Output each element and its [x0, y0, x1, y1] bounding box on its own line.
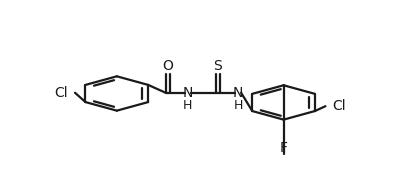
Text: Cl: Cl [54, 86, 68, 100]
Text: N: N [232, 86, 243, 100]
Text: S: S [213, 59, 222, 73]
Text: Cl: Cl [332, 99, 345, 113]
Text: N: N [182, 86, 192, 100]
Text: H: H [233, 99, 242, 112]
Text: F: F [279, 141, 287, 155]
Text: O: O [162, 59, 173, 73]
Text: H: H [183, 99, 192, 112]
